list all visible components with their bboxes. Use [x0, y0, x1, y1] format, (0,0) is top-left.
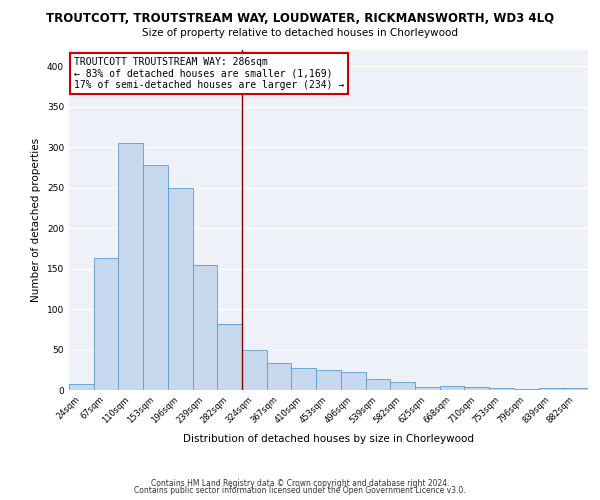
Text: Contains HM Land Registry data © Crown copyright and database right 2024.: Contains HM Land Registry data © Crown c…: [151, 478, 449, 488]
Bar: [390, 382, 415, 390]
Bar: [94, 258, 118, 390]
Bar: [489, 388, 514, 390]
Bar: [242, 350, 267, 390]
Bar: [168, 188, 193, 390]
Bar: [415, 387, 440, 390]
Bar: [440, 386, 464, 390]
Bar: [365, 380, 390, 390]
Bar: [316, 370, 341, 390]
Bar: [539, 388, 563, 390]
Bar: [118, 143, 143, 390]
Text: Contains public sector information licensed under the Open Government Licence v3: Contains public sector information licen…: [134, 486, 466, 495]
Text: Size of property relative to detached houses in Chorleywood: Size of property relative to detached ho…: [142, 28, 458, 38]
Bar: [193, 264, 217, 390]
Bar: [267, 364, 292, 390]
Bar: [341, 372, 365, 390]
Bar: [143, 165, 168, 390]
Bar: [292, 368, 316, 390]
Bar: [563, 388, 588, 390]
Bar: [69, 384, 94, 390]
X-axis label: Distribution of detached houses by size in Chorleywood: Distribution of detached houses by size …: [183, 434, 474, 444]
Bar: [217, 324, 242, 390]
Text: TROUTCOTT, TROUTSTREAM WAY, LOUDWATER, RICKMANSWORTH, WD3 4LQ: TROUTCOTT, TROUTSTREAM WAY, LOUDWATER, R…: [46, 12, 554, 26]
Y-axis label: Number of detached properties: Number of detached properties: [31, 138, 41, 302]
Bar: [464, 387, 489, 390]
Bar: [514, 389, 539, 390]
Text: TROUTCOTT TROUTSTREAM WAY: 286sqm
← 83% of detached houses are smaller (1,169)
1: TROUTCOTT TROUTSTREAM WAY: 286sqm ← 83% …: [74, 57, 344, 90]
